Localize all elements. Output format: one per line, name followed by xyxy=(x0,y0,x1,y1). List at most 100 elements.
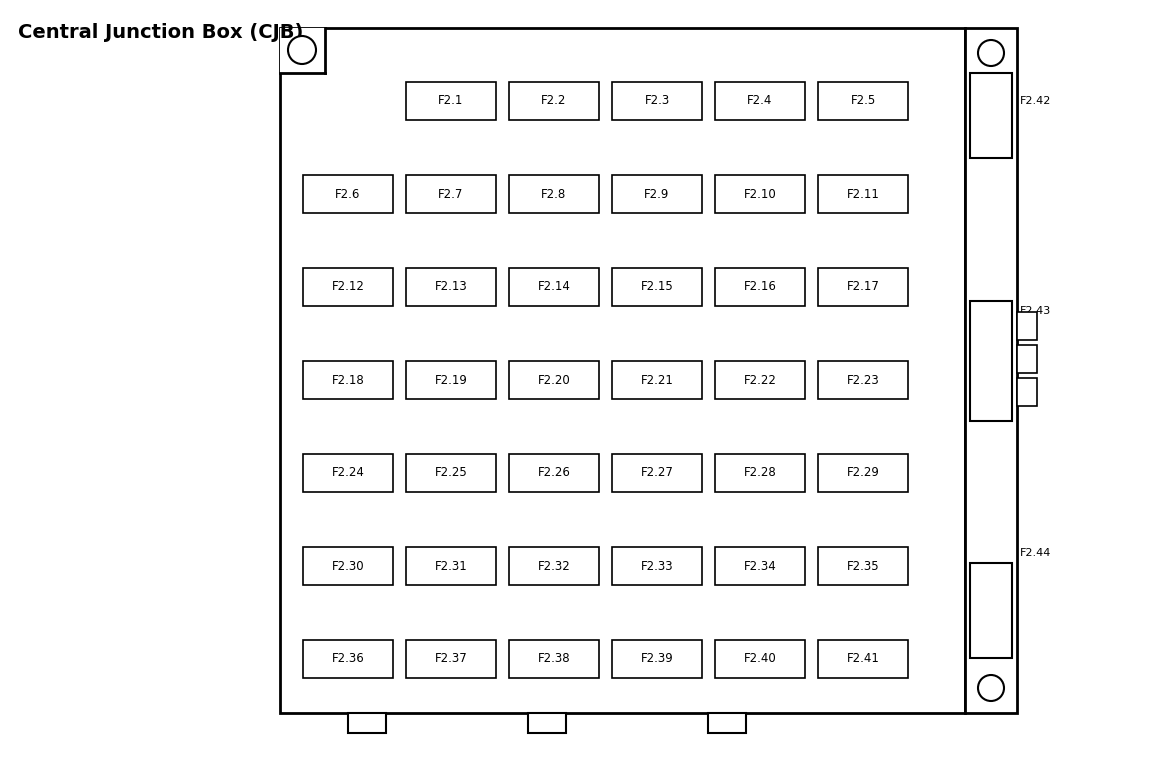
Circle shape xyxy=(978,675,1004,701)
Text: F2.1: F2.1 xyxy=(438,94,464,108)
Text: F2.14: F2.14 xyxy=(537,280,570,293)
Bar xyxy=(715,547,805,585)
Bar xyxy=(969,73,1011,158)
Bar xyxy=(509,640,599,678)
Bar xyxy=(715,361,805,399)
Text: F2.10: F2.10 xyxy=(744,187,777,200)
Text: F2.16: F2.16 xyxy=(744,280,777,293)
Bar xyxy=(1017,345,1037,372)
Text: F2.24: F2.24 xyxy=(332,466,364,479)
Text: F2.29: F2.29 xyxy=(847,466,880,479)
Text: F2.43: F2.43 xyxy=(1020,306,1051,316)
Bar xyxy=(818,640,908,678)
Text: F2.2: F2.2 xyxy=(541,94,566,108)
Text: F2.11: F2.11 xyxy=(847,187,880,200)
Text: F2.9: F2.9 xyxy=(645,187,669,200)
Bar xyxy=(818,361,908,399)
Text: F2.21: F2.21 xyxy=(640,373,674,386)
Bar xyxy=(965,28,1017,713)
Text: F2.15: F2.15 xyxy=(640,280,674,293)
Text: F2.42: F2.42 xyxy=(1020,95,1051,105)
Bar xyxy=(715,454,805,492)
Bar xyxy=(715,175,805,213)
Bar xyxy=(612,268,702,306)
Circle shape xyxy=(288,36,317,64)
Bar xyxy=(528,713,566,733)
Text: F2.32: F2.32 xyxy=(537,560,570,572)
Bar xyxy=(1017,378,1037,406)
Bar xyxy=(406,547,496,585)
Text: F2.19: F2.19 xyxy=(434,373,467,386)
Bar xyxy=(715,268,805,306)
Bar xyxy=(612,82,702,120)
Bar xyxy=(612,640,702,678)
Text: F2.36: F2.36 xyxy=(332,653,364,666)
Text: Central Junction Box (CJB): Central Junction Box (CJB) xyxy=(18,23,304,42)
Bar xyxy=(509,175,599,213)
Text: F2.26: F2.26 xyxy=(537,466,570,479)
Text: F2.4: F2.4 xyxy=(748,94,773,108)
Text: F2.22: F2.22 xyxy=(744,373,777,386)
Text: F2.33: F2.33 xyxy=(641,560,673,572)
Text: F2.23: F2.23 xyxy=(847,373,880,386)
Bar xyxy=(280,28,965,713)
Bar xyxy=(818,268,908,306)
Text: F2.25: F2.25 xyxy=(434,466,467,479)
Bar xyxy=(1017,312,1037,339)
Bar xyxy=(303,175,392,213)
Text: F2.41: F2.41 xyxy=(847,653,880,666)
Text: F2.31: F2.31 xyxy=(434,560,467,572)
Bar xyxy=(818,547,908,585)
Text: F2.5: F2.5 xyxy=(850,94,876,108)
Text: F2.44: F2.44 xyxy=(1020,548,1051,558)
Bar xyxy=(303,547,392,585)
Bar xyxy=(612,361,702,399)
Bar xyxy=(818,82,908,120)
Bar xyxy=(715,640,805,678)
Bar xyxy=(348,713,385,733)
Text: F2.30: F2.30 xyxy=(332,560,364,572)
Bar xyxy=(612,175,702,213)
Text: F2.27: F2.27 xyxy=(640,466,674,479)
Bar xyxy=(406,268,496,306)
Text: F2.38: F2.38 xyxy=(537,653,570,666)
Bar xyxy=(818,454,908,492)
Text: F2.37: F2.37 xyxy=(434,653,467,666)
Bar xyxy=(612,454,702,492)
Bar xyxy=(509,82,599,120)
Text: F2.39: F2.39 xyxy=(640,653,674,666)
Bar xyxy=(406,640,496,678)
Bar xyxy=(280,28,325,73)
Text: F2.8: F2.8 xyxy=(542,187,566,200)
Text: F2.6: F2.6 xyxy=(335,187,361,200)
Text: F2.18: F2.18 xyxy=(332,373,364,386)
Bar xyxy=(406,175,496,213)
Bar xyxy=(406,82,496,120)
Text: F2.20: F2.20 xyxy=(537,373,570,386)
Bar xyxy=(509,361,599,399)
Text: F2.7: F2.7 xyxy=(438,187,464,200)
Bar xyxy=(406,361,496,399)
Bar xyxy=(303,361,392,399)
Bar xyxy=(612,547,702,585)
Text: F2.17: F2.17 xyxy=(847,280,880,293)
Bar xyxy=(969,300,1011,421)
Text: F2.40: F2.40 xyxy=(744,653,777,666)
Text: F2.28: F2.28 xyxy=(744,466,777,479)
Text: F2.35: F2.35 xyxy=(847,560,880,572)
Bar xyxy=(715,82,805,120)
Text: F2.34: F2.34 xyxy=(744,560,777,572)
Text: F2.13: F2.13 xyxy=(434,280,467,293)
Bar xyxy=(818,175,908,213)
Bar xyxy=(509,454,599,492)
Bar xyxy=(509,268,599,306)
Bar xyxy=(303,268,392,306)
Bar xyxy=(509,547,599,585)
Bar xyxy=(969,563,1011,658)
Circle shape xyxy=(978,40,1004,66)
Bar xyxy=(406,454,496,492)
Text: F2.12: F2.12 xyxy=(332,280,364,293)
Bar xyxy=(303,454,392,492)
Bar xyxy=(303,640,392,678)
Bar xyxy=(708,713,746,733)
